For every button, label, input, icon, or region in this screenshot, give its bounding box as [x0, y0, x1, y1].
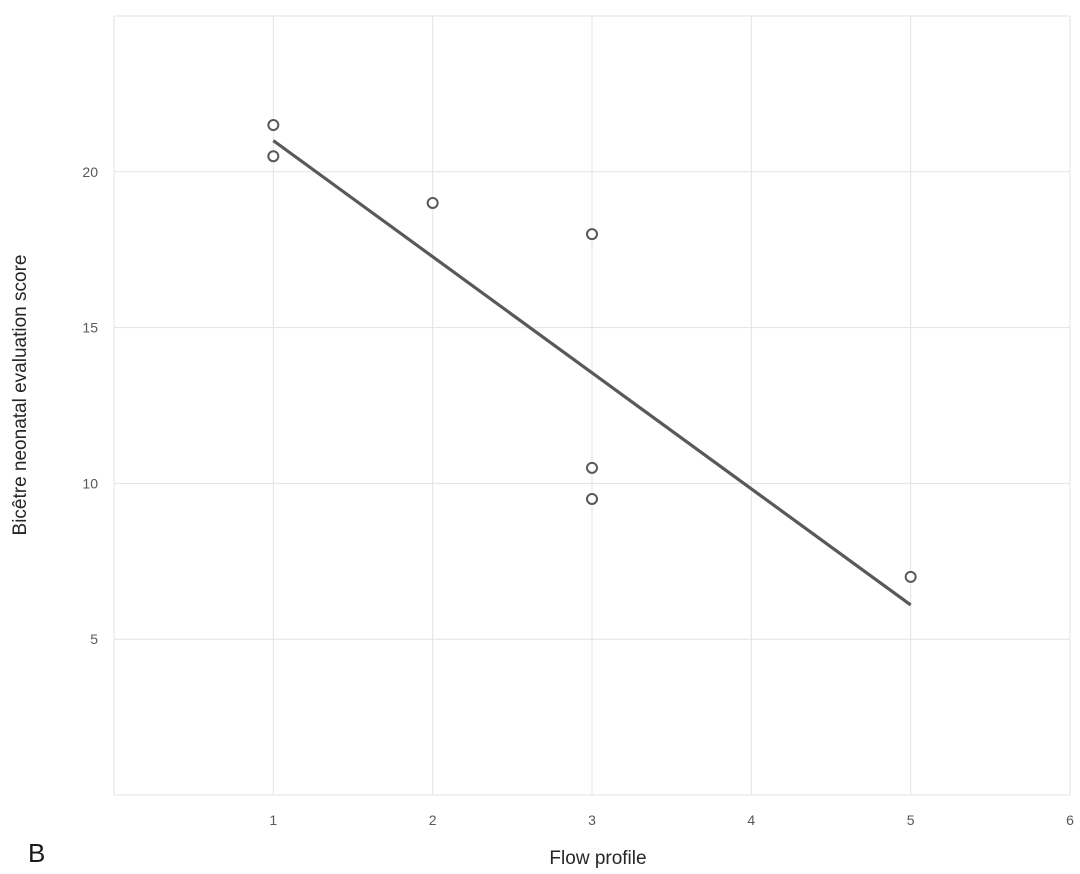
y-tick-label-10: 10 [82, 475, 98, 491]
trendline-group [272, 139, 912, 607]
data-point-7 [904, 570, 917, 583]
x-tick-label-3: 3 [588, 812, 596, 828]
data-point-3 [426, 196, 439, 209]
data-points [267, 119, 917, 583]
data-point-6 [586, 492, 598, 505]
panel-label: B [28, 838, 45, 868]
x-tick-label-2: 2 [429, 812, 437, 828]
data-point-4 [586, 228, 598, 241]
y-tick-label-20: 20 [82, 164, 98, 180]
data-point-5 [586, 461, 598, 474]
x-tick-label-6: 6 [1066, 812, 1074, 828]
x-tick-label-1: 1 [269, 812, 277, 828]
tick-labels: 1 2 3 4 5 6 5 10 15 20 [82, 164, 1074, 828]
data-point-2 [267, 150, 280, 163]
x-axis-title: Flow profile [549, 848, 646, 869]
x-tick-label-5: 5 [907, 812, 915, 828]
y-tick-label-15: 15 [82, 320, 98, 336]
data-point-1 [267, 119, 280, 132]
trendline [272, 139, 912, 607]
x-tick-label-4: 4 [747, 812, 755, 828]
y-tick-label-5: 5 [90, 631, 98, 647]
y-axis-title: Bicêtre neonatal evaluation score [10, 255, 31, 536]
grid [113, 15, 1071, 796]
